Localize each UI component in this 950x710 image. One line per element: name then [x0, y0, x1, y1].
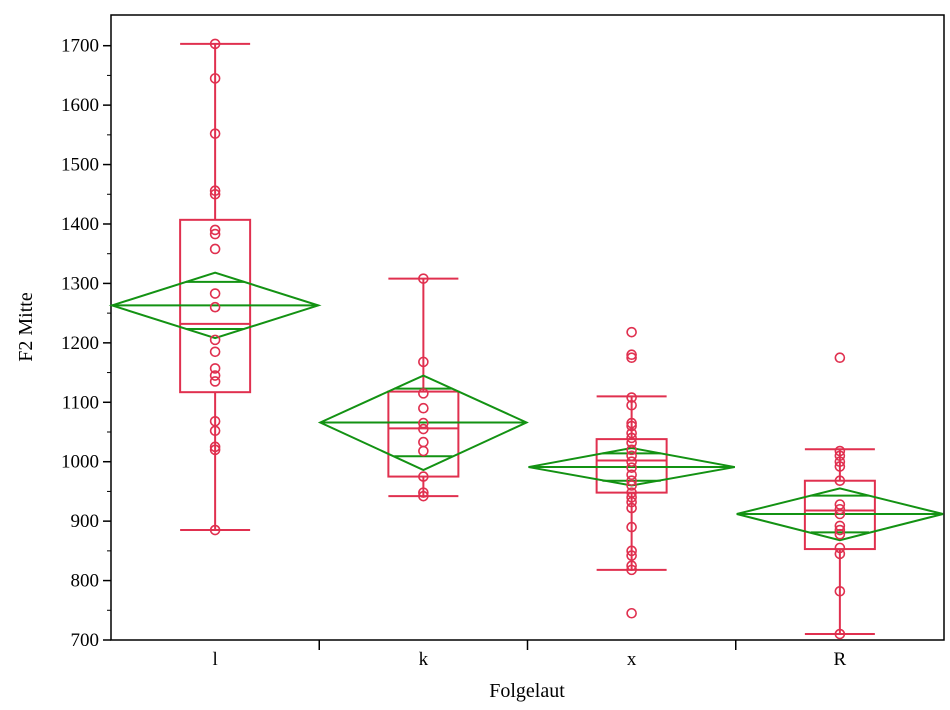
data-point	[209, 228, 221, 240]
data-point	[834, 445, 846, 457]
data-point	[834, 503, 846, 515]
data-point	[626, 550, 637, 561]
data-point	[626, 456, 637, 468]
data-point	[626, 521, 637, 533]
data-point	[834, 508, 846, 520]
x-axis-title: Folgelaut	[489, 680, 565, 702]
y-tick-label: 1500	[61, 155, 99, 176]
data-point	[418, 388, 429, 399]
y-tick-label: 1600	[61, 95, 99, 116]
data-point	[209, 128, 221, 139]
data-point	[834, 475, 846, 487]
data-point	[418, 436, 429, 448]
box-l	[179, 42, 252, 532]
data-point	[834, 456, 846, 468]
data-point	[626, 560, 637, 572]
data-point	[834, 548, 846, 560]
data-point	[626, 444, 637, 456]
y-tick-label: 1200	[61, 333, 99, 354]
data-point	[418, 273, 429, 284]
y-tick-label: 1100	[62, 392, 99, 413]
data-point	[626, 492, 637, 503]
data-point	[209, 188, 221, 200]
data-point	[626, 502, 637, 514]
data-point	[209, 363, 221, 374]
data-point	[209, 334, 221, 346]
mean-diamond-x	[528, 447, 735, 487]
data-point	[418, 487, 429, 498]
data-point	[626, 399, 637, 411]
data-point	[626, 496, 637, 508]
iqr-box	[387, 390, 460, 478]
data-point	[209, 346, 221, 358]
data-point	[418, 402, 429, 414]
data-point	[834, 542, 846, 554]
data-point	[834, 461, 846, 472]
box-x	[595, 395, 668, 571]
data-point	[834, 524, 846, 536]
data-point	[626, 349, 637, 361]
data-point	[209, 224, 221, 236]
boxes-layer	[179, 42, 876, 636]
data-point	[209, 301, 221, 313]
x-tick-label: k	[419, 649, 429, 670]
data-point	[626, 607, 637, 619]
data-point	[626, 352, 637, 364]
data-point	[834, 528, 846, 540]
data-point	[209, 441, 221, 453]
data-point	[418, 445, 429, 457]
data-point	[626, 392, 637, 403]
y-tick-label: 900	[71, 511, 100, 532]
data-point	[418, 356, 429, 368]
data-point	[626, 469, 637, 481]
y-tick-label: 1400	[61, 214, 99, 235]
y-tick-label: 700	[71, 630, 100, 651]
x-tick-label: l	[212, 649, 217, 670]
data-point	[209, 370, 221, 381]
data-point	[209, 288, 221, 299]
data-point	[626, 417, 637, 429]
data-point	[209, 444, 221, 456]
y-tick-label: 1000	[61, 452, 99, 473]
data-point	[209, 376, 221, 387]
data-point	[418, 423, 429, 435]
box-k	[387, 277, 460, 498]
data-point	[834, 450, 846, 462]
data-point	[626, 432, 637, 444]
data-point	[626, 420, 637, 432]
plot-frame	[110, 14, 945, 641]
data-point	[209, 425, 221, 437]
data-point	[418, 417, 429, 429]
y-axis-title: F2 Mitte	[15, 292, 37, 362]
y-tick-label: 1700	[61, 36, 99, 57]
mean-diamond-l	[108, 271, 322, 340]
data-point	[626, 480, 637, 491]
data-point	[209, 243, 221, 255]
data-point	[626, 564, 637, 576]
data-point	[626, 450, 637, 462]
x-tick-label: x	[627, 649, 637, 670]
data-point	[834, 352, 846, 364]
data-point	[626, 475, 637, 487]
data-point	[626, 326, 637, 338]
y-tick-label: 800	[71, 571, 100, 592]
y-axis: 700 800 900 1000 1100 1200 1300 1400 1500 1600 170…	[61, 36, 111, 651]
x-tick-label: R	[834, 649, 847, 670]
data-point	[626, 462, 637, 473]
data-point	[209, 185, 221, 197]
data-point	[209, 524, 221, 536]
data-point	[834, 585, 846, 597]
data-point	[626, 437, 637, 448]
y-tick-label: 1300	[61, 273, 99, 294]
data-point	[418, 471, 429, 482]
data-point	[209, 38, 221, 50]
data-point	[418, 490, 429, 502]
mean-diamonds-layer	[108, 271, 944, 542]
data-points-layer	[209, 38, 846, 640]
data-point	[834, 628, 846, 640]
data-point	[626, 545, 637, 557]
data-point	[209, 73, 221, 84]
